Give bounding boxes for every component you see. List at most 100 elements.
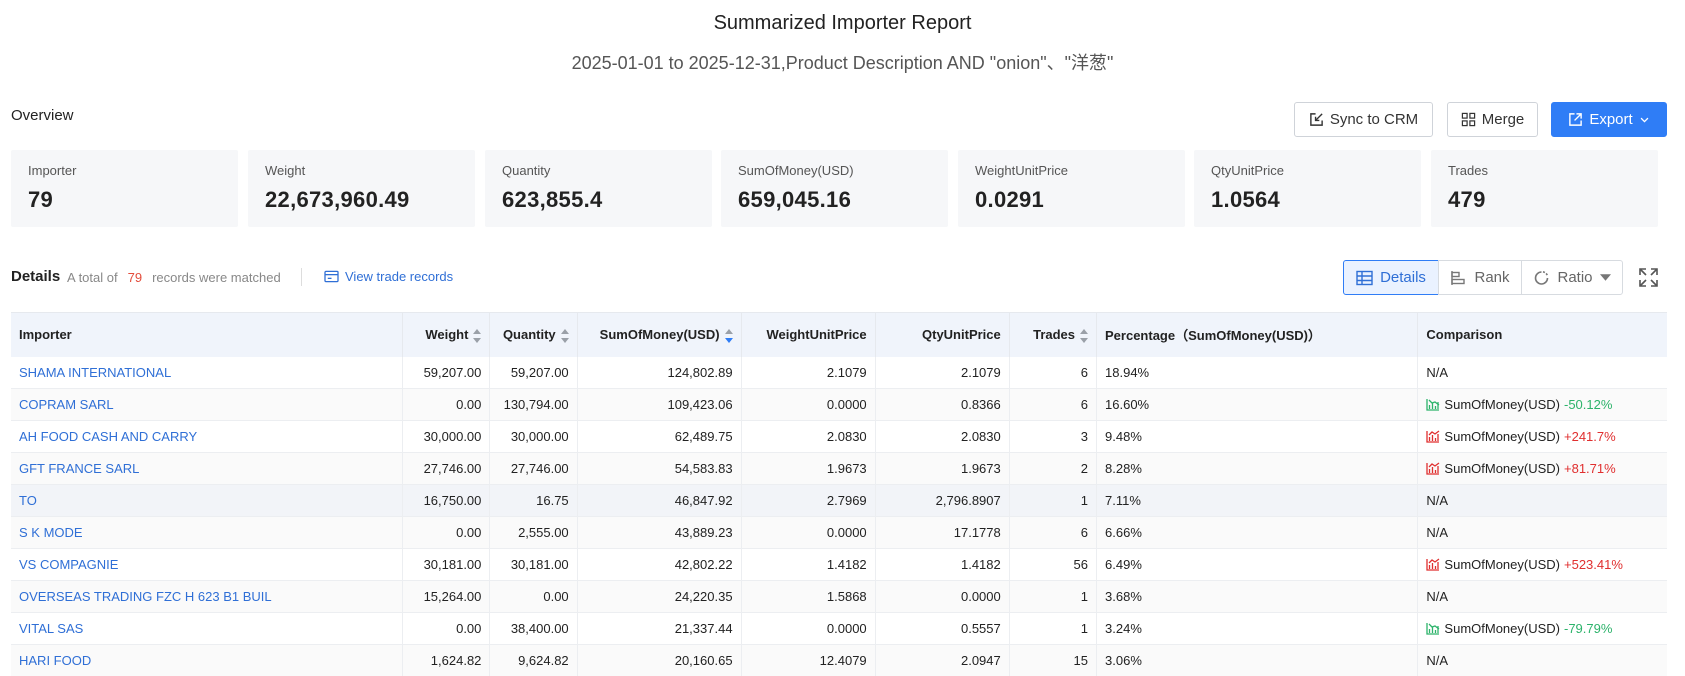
view-details-button[interactable]: Details <box>1343 260 1439 295</box>
stat-card-weight: Weight 22,673,960.49 <box>248 150 475 227</box>
importer-link[interactable]: S K MODE <box>11 516 404 549</box>
column-header-percentage: Percentage（SumOfMoney(USD)） <box>1096 312 1419 357</box>
trend-up-chart-icon <box>1426 558 1440 571</box>
quantity-cell: 27,746.00 <box>489 452 578 485</box>
weight-cell: 0.00 <box>402 388 491 421</box>
stat-value: 659,045.16 <box>738 187 852 212</box>
quantity-cell: 38,400.00 <box>489 612 578 645</box>
qty-unit-price-cell: 2,796.8907 <box>875 484 1010 517</box>
weight-unit-price-cell: 1.4182 <box>741 548 876 581</box>
trend-up-chart-icon <box>1426 462 1440 475</box>
quantity-cell: 9,624.82 <box>489 644 578 676</box>
stat-value: 479 <box>1448 187 1486 212</box>
view-trade-records-link[interactable]: View trade records <box>324 269 453 284</box>
comparison-cell: N/A <box>1418 485 1667 517</box>
comparison-cell: SumOfMoney(USD) +523.41% <box>1418 549 1667 581</box>
comparison-label: SumOfMoney(USD) <box>1444 461 1560 476</box>
quantity-cell: 16.75 <box>489 484 578 517</box>
percentage-cell: 9.48% <box>1096 420 1419 453</box>
comparison-value: SumOfMoney(USD) -50.12% <box>1426 397 1659 412</box>
comparison-label: SumOfMoney(USD) <box>1444 557 1560 572</box>
qty-unit-price-cell: 1.4182 <box>875 548 1010 581</box>
export-button[interactable]: Export <box>1551 102 1667 137</box>
view-ratio-label: Ratio <box>1557 269 1593 286</box>
sort-icon[interactable] <box>473 328 482 343</box>
merge-label: Merge <box>1481 111 1525 128</box>
sum-of-money-cell: 24,220.35 <box>577 580 742 613</box>
report-subtitle: 2025-01-01 to 2025-12-31,Product Descrip… <box>571 53 1114 73</box>
sort-icon[interactable] <box>1080 328 1089 343</box>
total-count: 79 <box>127 270 143 285</box>
importer-link[interactable]: TO <box>11 484 404 517</box>
comparison-change: +81.71% <box>1564 461 1616 476</box>
comparison-cell: SumOfMoney(USD) -79.79% <box>1418 613 1667 645</box>
view-details-label: Details <box>1380 269 1426 286</box>
chevron-down-icon <box>1640 117 1649 123</box>
records-matched-text: A total of 79 records were matched <box>67 270 281 285</box>
stat-card-qty-unit-price: QtyUnitPrice 1.0564 <box>1194 150 1421 227</box>
importer-link[interactable]: VS COMPAGNIE <box>11 548 404 581</box>
column-header-importer: Importer <box>11 312 404 357</box>
column-header-sum-of-money[interactable]: SumOfMoney(USD) <box>577 312 742 357</box>
importer-link[interactable]: HARI FOOD <box>11 644 404 676</box>
comparison-cell: N/A <box>1418 517 1667 549</box>
qty-unit-price-cell: 17.1778 <box>875 516 1010 549</box>
column-header-weight[interactable]: Weight <box>402 312 491 357</box>
export-label: Export <box>1589 111 1633 128</box>
stat-label: WeightUnitPrice <box>975 163 1068 178</box>
importer-link[interactable]: VITAL SAS <box>11 612 404 645</box>
table-row: COPRAM SARL 0.00 130,794.00 109,423.06 0.000… <box>11 388 1667 421</box>
sum-of-money-cell: 43,889.23 <box>577 516 742 549</box>
trades-cell: 1 <box>1009 484 1098 517</box>
merge-button[interactable]: Merge <box>1447 102 1538 137</box>
comparison-value: SumOfMoney(USD) +523.41% <box>1426 557 1659 572</box>
importer-link[interactable]: AH FOOD CASH AND CARRY <box>11 420 404 453</box>
sort-icon[interactable] <box>724 328 733 343</box>
sync-to-crm-button[interactable]: Sync to CRM <box>1294 102 1433 137</box>
percentage-cell: 6.49% <box>1096 548 1419 581</box>
view-rank-label: Rank <box>1474 269 1510 286</box>
importer-link[interactable]: GFT FRANCE SARL <box>11 452 404 485</box>
comparison-value: SumOfMoney(USD) +241.7% <box>1426 429 1659 444</box>
merge-icon <box>1461 112 1475 127</box>
percentage-cell: 3.68% <box>1096 580 1419 613</box>
view-rank-button[interactable]: Rank <box>1438 260 1522 295</box>
table-row: S K MODE 0.00 2,555.00 43,889.23 0.0000 17.17… <box>11 516 1667 549</box>
weight-cell: 1,624.82 <box>402 644 491 676</box>
weight-unit-price-cell: 12.4079 <box>741 644 876 676</box>
column-header-trades[interactable]: Trades <box>1009 312 1098 357</box>
stat-card-trades: Trades 479 <box>1431 150 1658 227</box>
importer-link[interactable]: OVERSEAS TRADING FZC H 623 B1 BUIL <box>11 580 404 613</box>
stat-label: SumOfMoney(USD) <box>738 163 854 178</box>
quantity-cell: 59,207.00 <box>489 356 578 389</box>
stat-label: Quantity <box>502 163 551 178</box>
quantity-cell: 0.00 <box>489 580 578 613</box>
column-header-qty-unit-price: QtyUnitPrice <box>875 312 1010 357</box>
stat-card-quantity: Quantity 623,855.4 <box>485 150 712 227</box>
trades-cell: 1 <box>1009 580 1098 613</box>
column-header-quantity[interactable]: Quantity <box>489 312 578 357</box>
importer-link[interactable]: COPRAM SARL <box>11 388 404 421</box>
table-icon <box>1356 270 1373 285</box>
card-icon <box>324 270 339 283</box>
percentage-cell: 18.94% <box>1096 356 1419 389</box>
comparison-value: SumOfMoney(USD) +81.71% <box>1426 461 1659 476</box>
sort-icon[interactable] <box>560 328 569 343</box>
column-header-comparison: Comparison <box>1417 312 1667 357</box>
trades-cell: 2 <box>1009 452 1098 485</box>
comparison-cell: N/A <box>1418 581 1667 613</box>
fullscreen-icon[interactable] <box>1639 268 1658 287</box>
comparison-change: -50.12% <box>1564 397 1613 412</box>
table-row: SHAMA INTERNATIONAL 59,207.00 59,207.00 124… <box>11 356 1667 389</box>
comparison-cell: N/A <box>1418 357 1667 389</box>
sum-of-money-cell: 21,337.44 <box>577 612 742 645</box>
weight-unit-price-cell: 1.9673 <box>741 452 876 485</box>
view-ratio-dropdown[interactable]: Ratio <box>1521 260 1623 295</box>
sync-icon <box>1309 113 1323 126</box>
weight-unit-price-cell: 2.1079 <box>741 356 876 389</box>
importer-link[interactable]: SHAMA INTERNATIONAL <box>11 356 404 389</box>
table-row: AH FOOD CASH AND CARRY 30,000.00 30,000.00… <box>11 420 1667 453</box>
quantity-cell: 130,794.00 <box>489 388 578 421</box>
weight-cell: 0.00 <box>402 612 491 645</box>
